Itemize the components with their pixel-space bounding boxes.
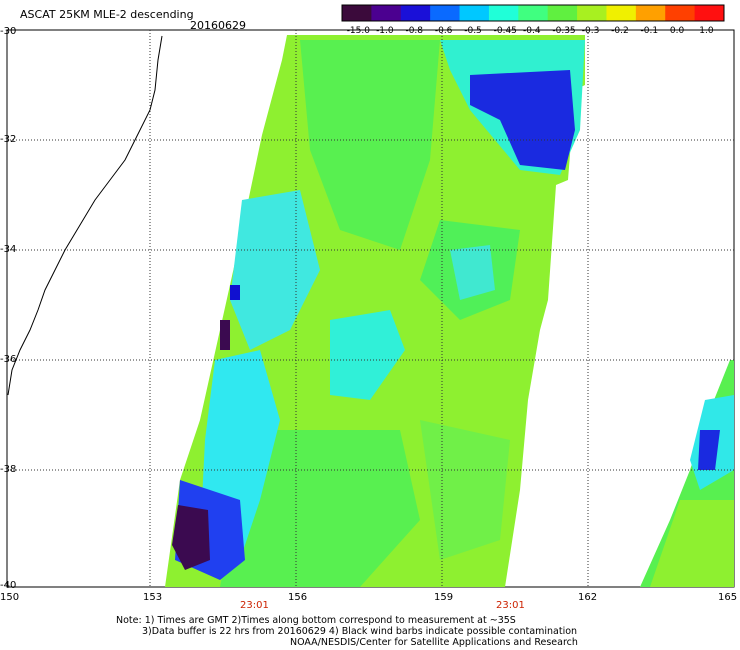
note-line-2: 3)Data buffer is 22 hrs from 20160629 4)… [142,626,578,637]
y-tick-label: -38 [0,464,17,475]
colorbar-label: -0.45 [493,26,517,36]
colorbar-swatch [400,5,431,21]
colorbar [341,4,725,22]
x-tick-label: 162 [578,592,598,603]
note-line-1: Note: 1) Times are GMT 2)Times along bot… [116,615,516,626]
colorbar-label: -0.4 [523,26,541,36]
y-tick-label: -30 [0,26,17,37]
swath-yellowgreen-zone [650,500,734,587]
x-tick-label: 153 [143,592,163,603]
colorbar-label: -0.6 [434,26,453,36]
colorbar-swatch [635,5,666,21]
colorbar-label: -0.8 [405,26,424,36]
y-tick-label: -32 [0,134,17,145]
colorbar-label: -0.35 [552,26,576,36]
swath-blue-zone [230,285,240,300]
y-tick-label: -40 [0,580,17,591]
swath-purple-zone [220,320,230,350]
swath-blue-zone [470,70,575,170]
y-tick-label: -34 [0,244,17,255]
x-tick-label: 150 [0,592,20,603]
swath-green-zone [300,40,440,250]
footnotes: Note: 1) Times are GMT 2)Times along bot… [116,615,578,648]
colorbar-swatch [342,5,372,21]
swath-green-zone [220,430,420,587]
colorbar-label: -0.2 [611,26,629,36]
colorbar-swatch [488,5,519,21]
colorbar-swatch [547,5,578,21]
swath-cyan-zone [330,310,405,400]
swath-cyan-zone [450,245,495,300]
colorbar-swatch [577,5,607,21]
colorbar-swatch [694,5,725,21]
map-title: ASCAT 25KM MLE-2 descending [20,8,194,21]
colorbar-swatch [459,5,490,21]
grid-lines [7,30,734,587]
colorbar-label: 1.0 [699,26,714,36]
time-label: 23:01 [240,600,269,611]
colorbar-frame [341,4,725,22]
colorbar-label: -0.1 [640,26,659,36]
time-label: 23:01 [496,600,525,611]
x-tick-label: 156 [288,592,308,603]
coastline [7,35,163,396]
colorbar-label: -0.5 [464,26,482,36]
colorbar-swatch [665,5,696,21]
colorbar-label: 0.0 [669,26,685,36]
swath-purple-zone [172,505,210,570]
colorbar-label: -15.0 [346,26,370,36]
colorbar-label: -0.3 [581,26,600,36]
swath-blue-zone [698,430,720,470]
colorbar-swatch [430,5,461,21]
x-tick-label: 159 [434,592,454,603]
colorbar-swatch [606,5,637,21]
swath-cyan-zone [230,190,320,350]
colorbar-label: -1.0 [376,26,394,36]
colorbar-swatch [518,5,549,21]
note-line-3: NOAA/NESDIS/Center for Satellite Applica… [290,637,578,648]
x-tick-label: 165 [718,592,738,603]
y-tick-label: -36 [0,354,17,365]
colorbar-swatch [371,5,402,21]
map-date: 20160629 [190,19,246,32]
